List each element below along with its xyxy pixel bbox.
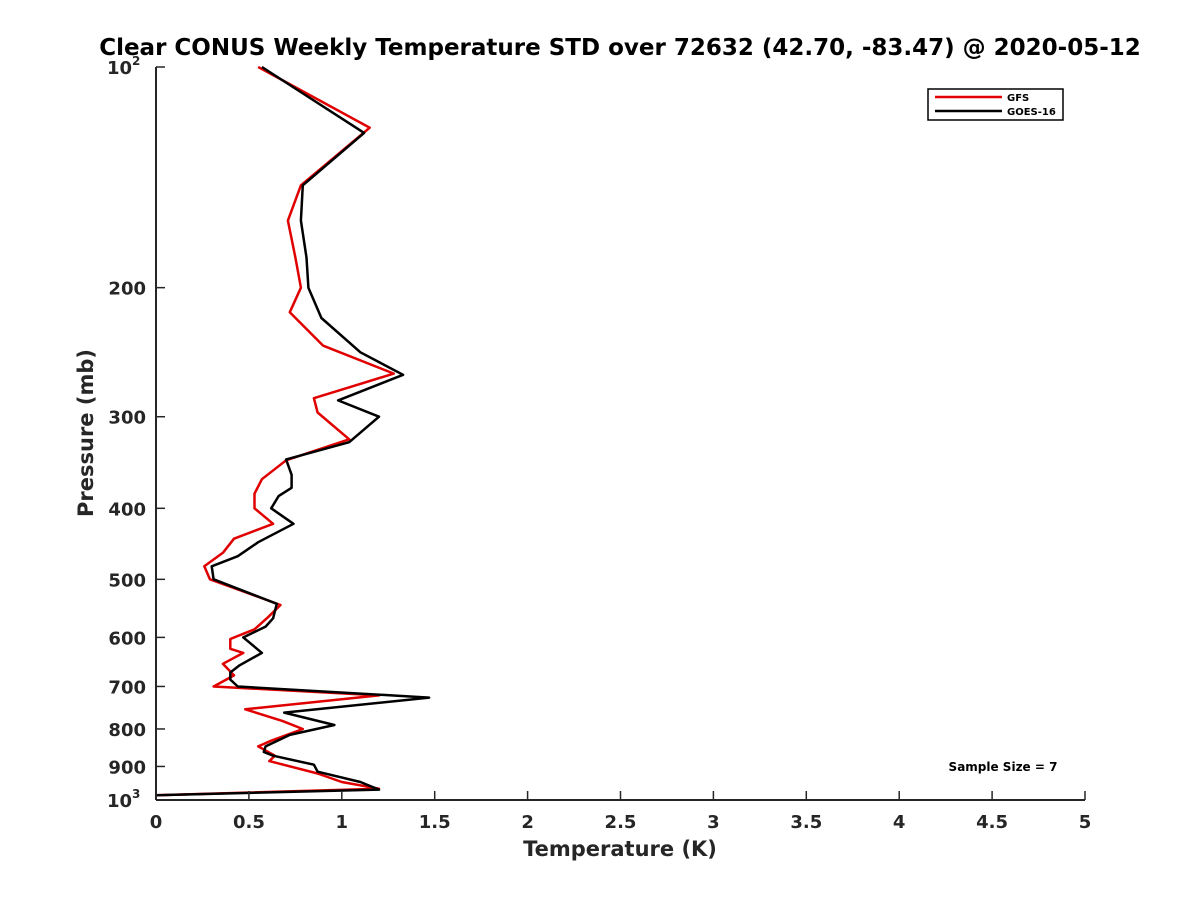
y-tick-label-exponent: 2 — [132, 54, 140, 68]
x-tick-label: 1 — [336, 812, 349, 833]
y-axis-label: Pressure (mb) — [74, 349, 98, 517]
x-axis-label: Temperature (K) — [523, 837, 717, 861]
x-tick-label: 3.5 — [790, 812, 822, 833]
y-tick-label: 300 — [108, 408, 146, 429]
sample-size-annotation: Sample Size = 7 — [949, 760, 1058, 774]
y-tick-label: 200 — [108, 279, 146, 300]
y-tick-label: 900 — [108, 757, 146, 778]
y-tick-label-base: 10 — [107, 58, 132, 79]
y-tick-label: 800 — [108, 720, 146, 741]
y-tick-label: 10 3 — [107, 787, 140, 812]
y-tick-label: 700 — [108, 677, 146, 698]
legend-label: GOES-16 — [1007, 107, 1056, 118]
x-tick-label: 0.5 — [233, 812, 265, 833]
plot-area — [156, 67, 1085, 800]
x-tick-label: 5 — [1079, 812, 1092, 833]
legend-label: GFS — [1007, 93, 1029, 104]
chart-title: Clear CONUS Weekly Temperature STD over … — [99, 35, 1141, 61]
x-tick-label: 1.5 — [419, 812, 451, 833]
y-tick-label: 500 — [108, 570, 146, 591]
x-tick-label: 0 — [150, 812, 163, 833]
x-tick-label: 2.5 — [605, 812, 637, 833]
legend-box — [927, 88, 1064, 121]
y-tick-label: 400 — [108, 499, 146, 520]
x-ticks: 0 0.5 1 1.5 2 2.5 3 3.5 4 4.5 5 — [150, 791, 1092, 833]
x-tick-label: 3 — [707, 812, 720, 833]
y-tick-label: 600 — [108, 628, 146, 649]
x-tick-label: 4 — [893, 812, 906, 833]
y-tick-label: 10 2 — [107, 54, 140, 79]
y-tick-label-base: 10 — [107, 791, 132, 812]
y-tick-label-exponent: 3 — [132, 787, 140, 801]
series-group — [155, 65, 431, 797]
series-line-goes-16 — [155, 65, 431, 797]
x-tick-label: 2 — [521, 812, 534, 833]
x-tick-label: 4.5 — [976, 812, 1008, 833]
legend: GFS GOES-16 — [927, 88, 1064, 121]
